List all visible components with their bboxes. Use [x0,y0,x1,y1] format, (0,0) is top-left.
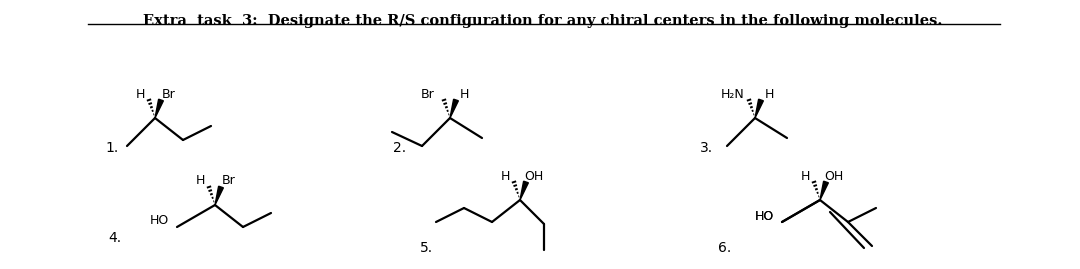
Text: 1.: 1. [105,141,118,155]
Text: H: H [500,169,510,182]
Text: H: H [800,169,810,182]
Text: OH: OH [525,169,543,182]
Text: OH: OH [824,169,843,182]
Text: HO: HO [754,210,773,222]
Polygon shape [519,181,528,200]
Text: Br: Br [421,87,435,101]
Polygon shape [450,99,458,118]
Text: 4.: 4. [108,231,121,245]
Text: H: H [195,175,205,187]
Text: 6.: 6. [718,241,731,255]
Text: 5.: 5. [420,241,433,255]
Text: Br: Br [162,87,176,101]
Polygon shape [156,99,163,118]
Text: 3.: 3. [700,141,713,155]
Polygon shape [215,186,224,205]
Text: H₂N: H₂N [721,87,745,101]
Text: H: H [459,87,469,101]
Text: HO: HO [149,214,168,228]
Text: Extra  task  3:  Designate the R/S configuration for any chiral centers in the f: Extra task 3: Designate the R/S configur… [144,14,943,28]
Text: H: H [135,87,145,101]
Text: Br: Br [222,175,235,187]
Text: H: H [765,87,773,101]
Text: 2.: 2. [393,141,406,155]
Polygon shape [820,181,828,200]
Text: HO: HO [754,210,773,222]
Polygon shape [755,99,764,118]
